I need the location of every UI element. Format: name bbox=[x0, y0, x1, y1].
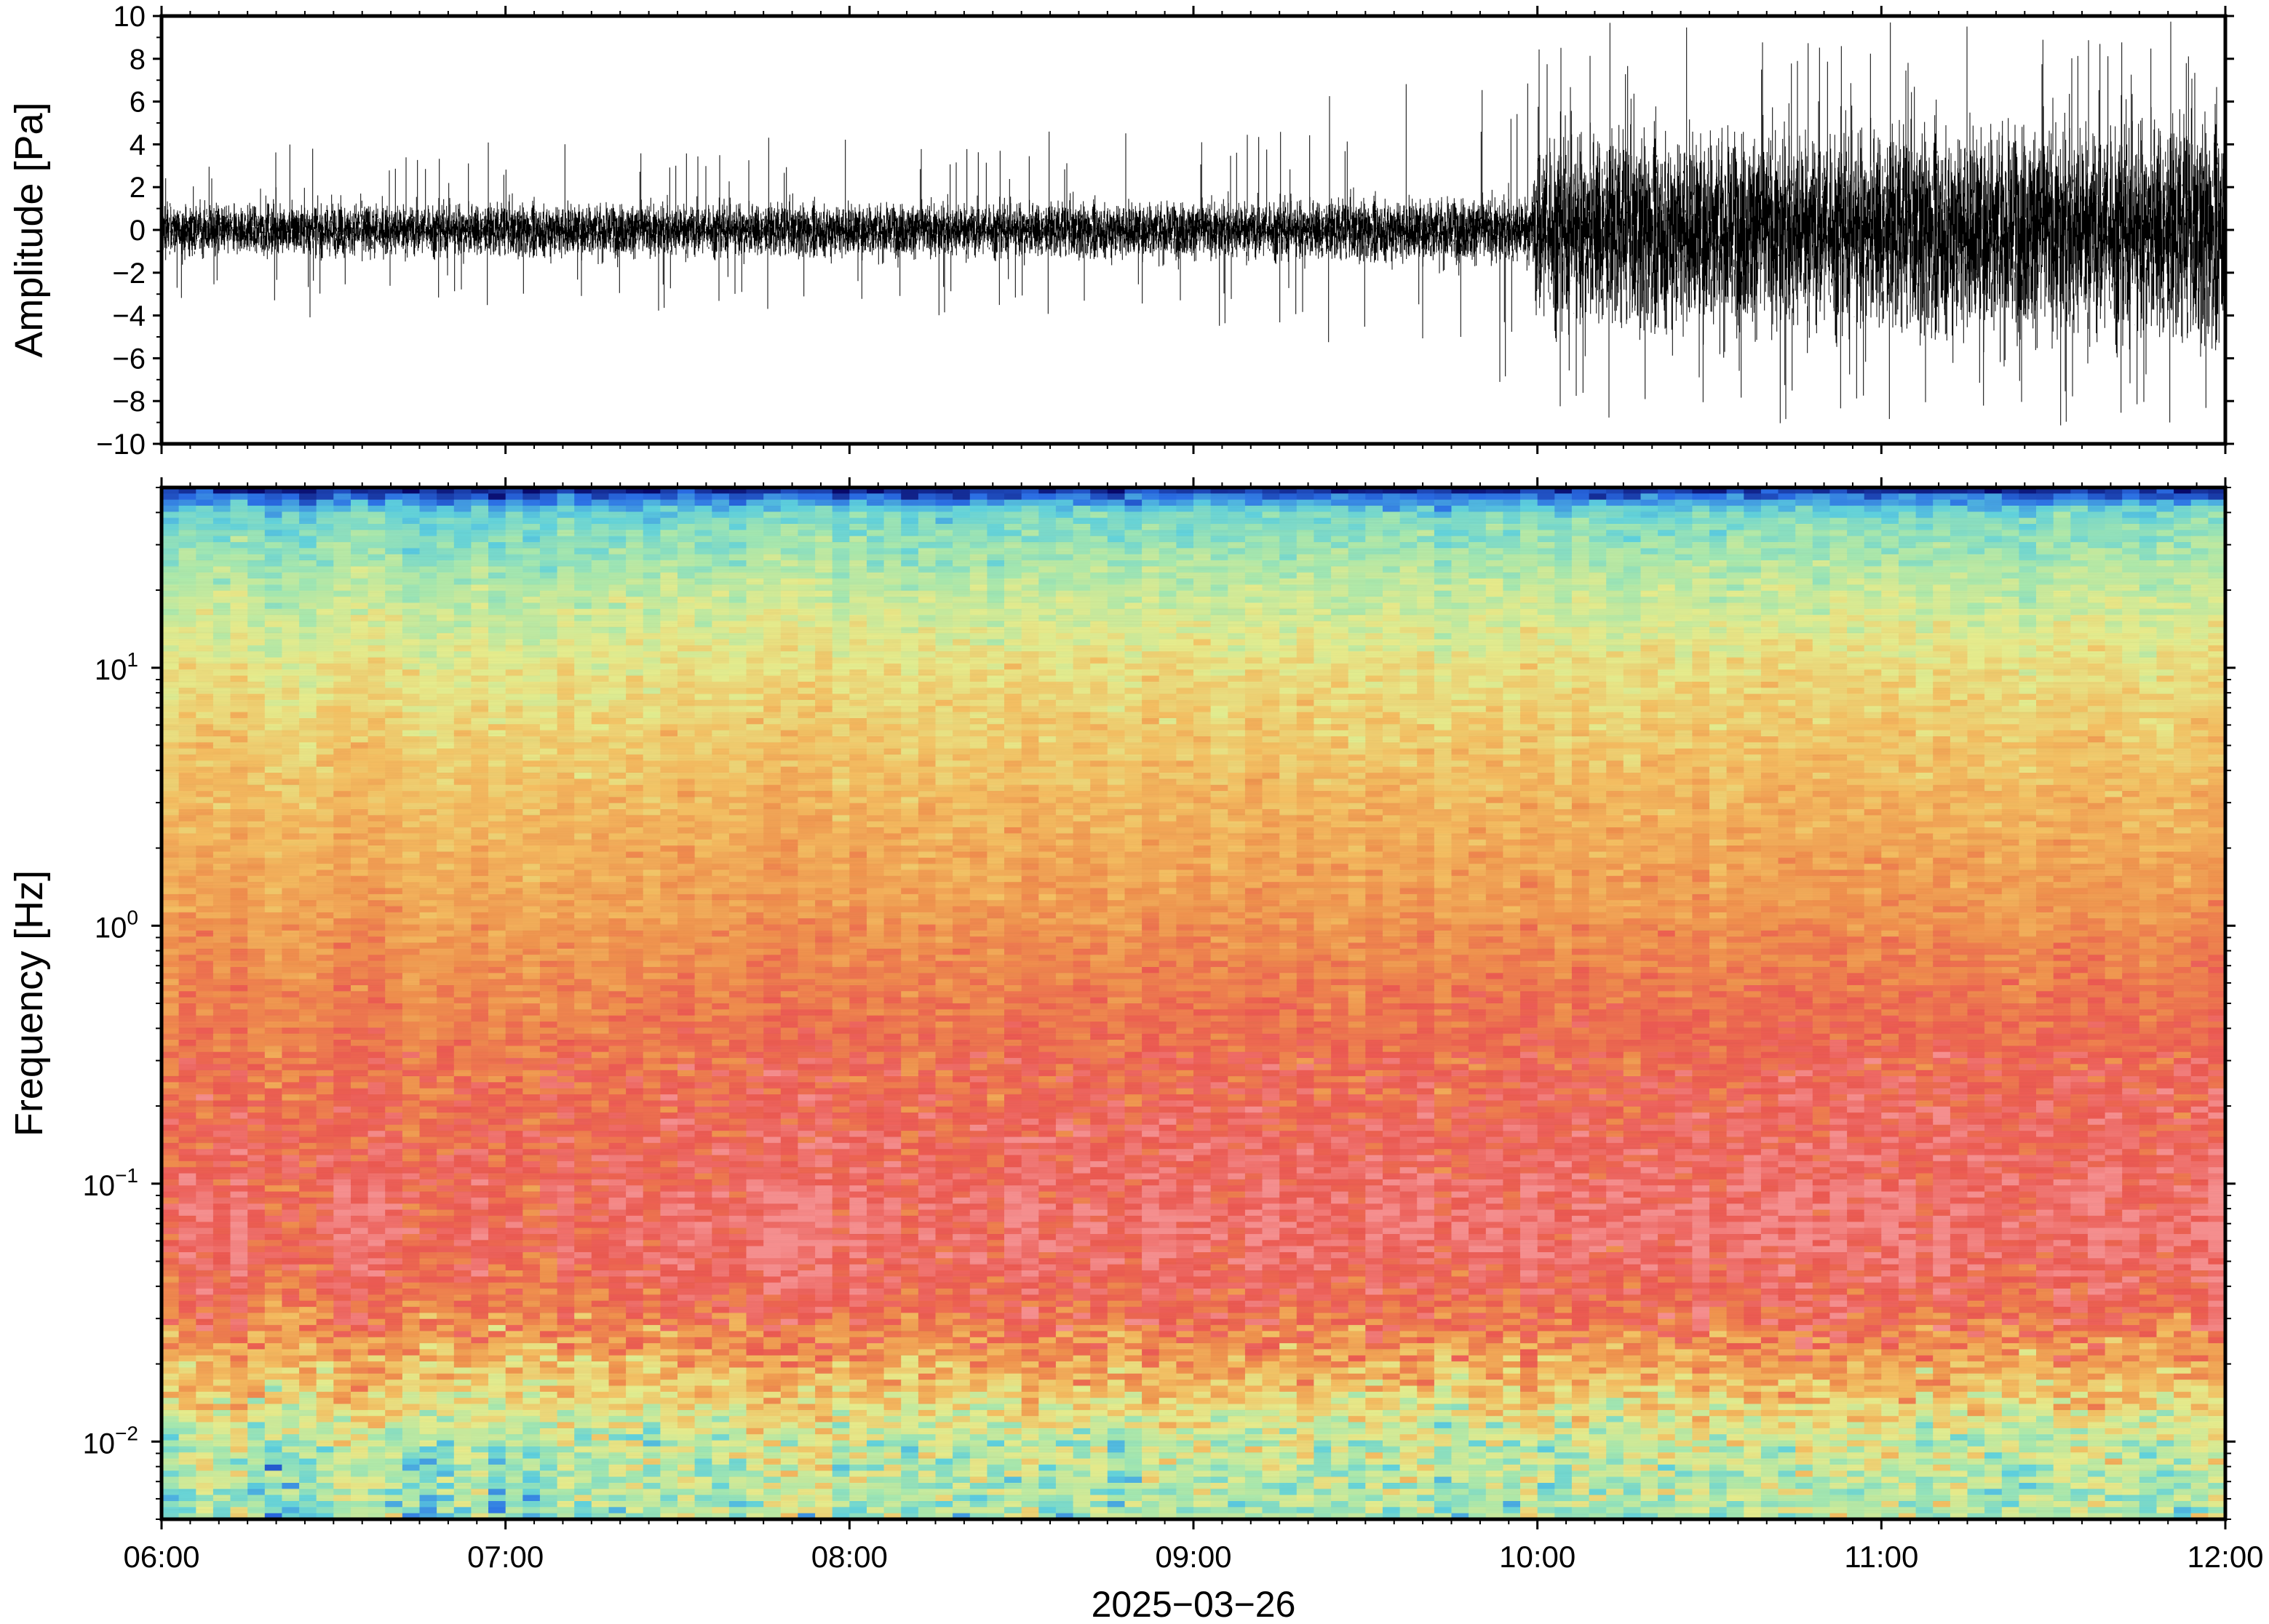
waveform-y-ticks: 10 8 6 4 2 0 −2 −4 −6 −8 −10 bbox=[96, 1, 2234, 461]
spectrogram-image bbox=[162, 487, 2225, 1519]
waveform-y-tick-label: −8 bbox=[112, 386, 146, 418]
waveform-y-tick-label: −6 bbox=[112, 343, 146, 375]
waveform-y-tick-label: −4 bbox=[112, 300, 146, 333]
waveform-y-axis-title: Amplitude [Pa] bbox=[7, 102, 51, 357]
waveform-y-tick-label: 2 bbox=[130, 172, 146, 204]
waveform-y-tick-label: −2 bbox=[112, 258, 146, 290]
waveform-trace bbox=[162, 21, 2225, 426]
waveform-x-ticks bbox=[160, 6, 2227, 454]
waveform-y-tick-label: 10 bbox=[114, 1, 146, 33]
waveform-panel: 10 8 6 4 2 0 −2 −4 −6 −8 −10 Amplitude [Pa] bbox=[7, 1, 2234, 461]
waveform-y-tick-label: 6 bbox=[130, 87, 146, 119]
waveform-line bbox=[162, 21, 2225, 426]
waveform-y-tick-label: 8 bbox=[130, 44, 146, 76]
waveform-y-tick-label: −10 bbox=[96, 429, 146, 461]
waveform-y-tick-label: 0 bbox=[130, 215, 146, 247]
waveform-y-tick-label: 4 bbox=[130, 129, 146, 161]
